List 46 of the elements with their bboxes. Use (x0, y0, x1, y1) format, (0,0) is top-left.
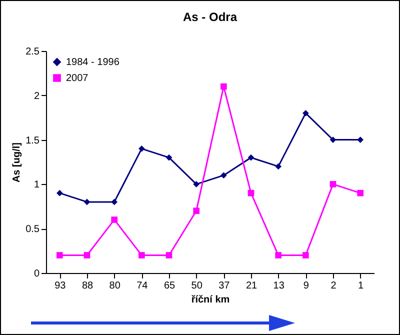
y-tick-label: 2 (34, 90, 40, 102)
y-tick-label: 1 (34, 180, 40, 191)
point (138, 252, 145, 258)
point (193, 208, 200, 214)
point (166, 252, 172, 258)
point (275, 252, 282, 258)
point (84, 252, 90, 258)
point (56, 252, 63, 258)
x-axis-title: říční km (191, 294, 230, 306)
point (302, 252, 309, 258)
point (275, 163, 282, 170)
x-tick-label: 2 (330, 280, 337, 292)
point (111, 198, 118, 206)
point (220, 83, 227, 90)
legend-label: 1984 - 1996 (66, 57, 120, 68)
point (138, 146, 145, 152)
x-tick-label: 88 (82, 280, 94, 292)
y-tick-label: 1.5 (26, 135, 40, 146)
x-tick-label: 1 (358, 280, 364, 292)
y-tick-label: 2.5 (26, 46, 40, 58)
y-tick-label: 0.5 (26, 224, 40, 236)
y-axis-title: As [ug/l] (12, 142, 23, 182)
y-tick-label: 0 (34, 268, 40, 280)
legend-label: 2007 (66, 73, 89, 84)
point (357, 190, 364, 196)
x-tick-label: 9 (303, 280, 310, 292)
point (248, 154, 254, 161)
x-tick-label: 93 (54, 280, 66, 292)
point (302, 110, 309, 116)
point (330, 136, 336, 143)
point (220, 172, 227, 178)
x-tick-label: 50 (191, 280, 203, 292)
point (248, 190, 254, 196)
point (166, 154, 172, 161)
point (111, 216, 118, 223)
x-tick-label: 74 (136, 280, 148, 292)
point (84, 198, 90, 206)
x-tick-label: 37 (218, 280, 230, 292)
point (56, 190, 63, 196)
point (193, 181, 200, 188)
point (330, 181, 336, 188)
x-tick-label: 21 (246, 280, 258, 292)
x-tick-label: 65 (164, 280, 176, 292)
x-tick-label: 13 (273, 280, 285, 292)
x-tick-label: 80 (109, 280, 121, 292)
chart-title: As - Odra (182, 10, 238, 24)
